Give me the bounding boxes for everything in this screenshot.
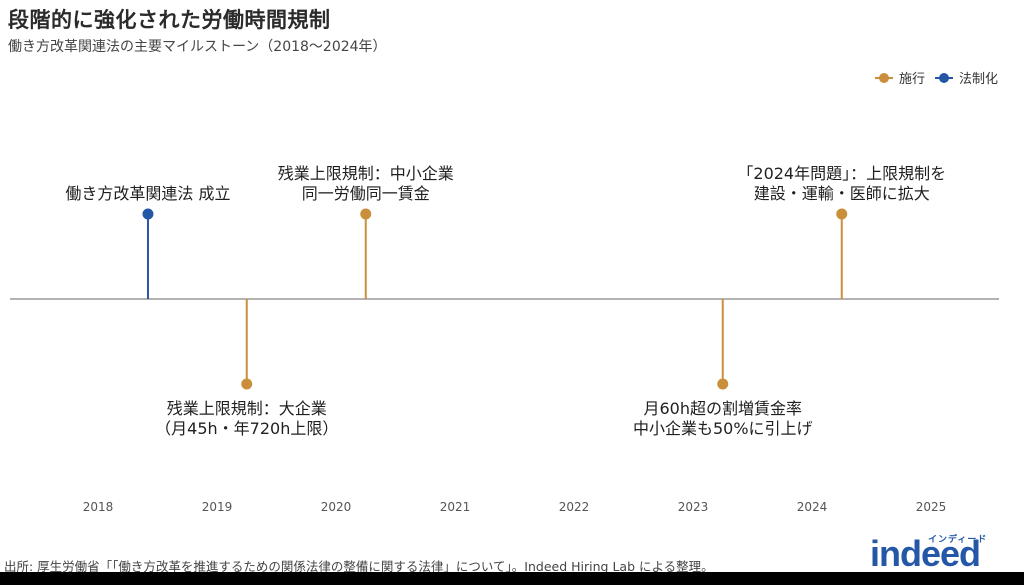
chart-title: 段階的に強化された労働時間規制 (8, 8, 331, 32)
source-note: 出所: 厚生労働省「「働き方改革を推進するための関係法律の整備に関する法律」につ… (4, 559, 714, 574)
legend-marker-icon (934, 72, 953, 83)
event-marker-icon (717, 378, 729, 390)
legend-item-enforcement: 施行 (874, 68, 925, 87)
event-label-line: 建設・運輸・医師に拡大 (753, 184, 930, 203)
event-label-line: （月45h・年720h上限） (155, 419, 339, 438)
legend-label: 法制化 (958, 72, 998, 87)
bottom-bar (0, 572, 1024, 585)
legend-marker-icon (874, 72, 893, 83)
x-tick-label: 2019 (201, 500, 233, 514)
event-label-line: 月60h超の割増賃金率 (643, 399, 803, 418)
event-label-problem-2024: 「2024年問題」：上限規制を 建設・運輸・医師に拡大 (737, 164, 946, 204)
logo-kana: インディード (928, 535, 988, 545)
x-tick-label: 2018 (82, 500, 114, 514)
x-tick-label: 2021 (439, 500, 471, 514)
event-marker-icon (241, 378, 253, 390)
event-label-overtime-large: 残業上限規制：大企業 （月45h・年720h上限） (155, 399, 338, 439)
chart-subtitle: 働き方改革関連法の主要マイルストーン（2018〜2024年） (8, 39, 387, 55)
legend-item-legislation: 法制化 (934, 68, 998, 87)
event-label-line: 残業上限規制：大企業 (166, 399, 327, 418)
event-marker-icon (836, 208, 848, 220)
x-tick-label: 2025 (915, 500, 947, 514)
event-marker-icon (142, 208, 154, 220)
event-stems (142, 208, 848, 390)
x-tick-label: 2020 (320, 500, 352, 514)
event-label-line: 働き方改革関連法 成立 (65, 184, 231, 203)
x-tick-label: 2024 (796, 500, 828, 514)
x-tick-label: 2023 (677, 500, 709, 514)
legend-label: 施行 (898, 72, 925, 87)
event-label-line: 「2024年問題」：上限規制を (737, 164, 947, 183)
event-label-law-passed: 働き方改革関連法 成立 (65, 184, 230, 204)
indeed-logo: インディード indeed (866, 530, 1006, 574)
event-label-line: 中小企業も50%に引上げ (632, 419, 813, 438)
event-label-overtime-sme: 残業上限規制：中小企業 同一労働同一賃金 (278, 164, 454, 204)
event-label-premium-rate: 月60h超の割増賃金率 中小企業も50%に引上げ (633, 399, 813, 439)
logo-wordmark: indeed (870, 533, 981, 574)
legend: 施行 法制化 (871, 68, 998, 87)
event-marker-icon (360, 208, 372, 220)
event-label-line: 残業上限規制：中小企業 (277, 164, 454, 183)
x-tick-label: 2022 (558, 500, 590, 514)
event-label-line: 同一労働同一賃金 (301, 184, 430, 203)
